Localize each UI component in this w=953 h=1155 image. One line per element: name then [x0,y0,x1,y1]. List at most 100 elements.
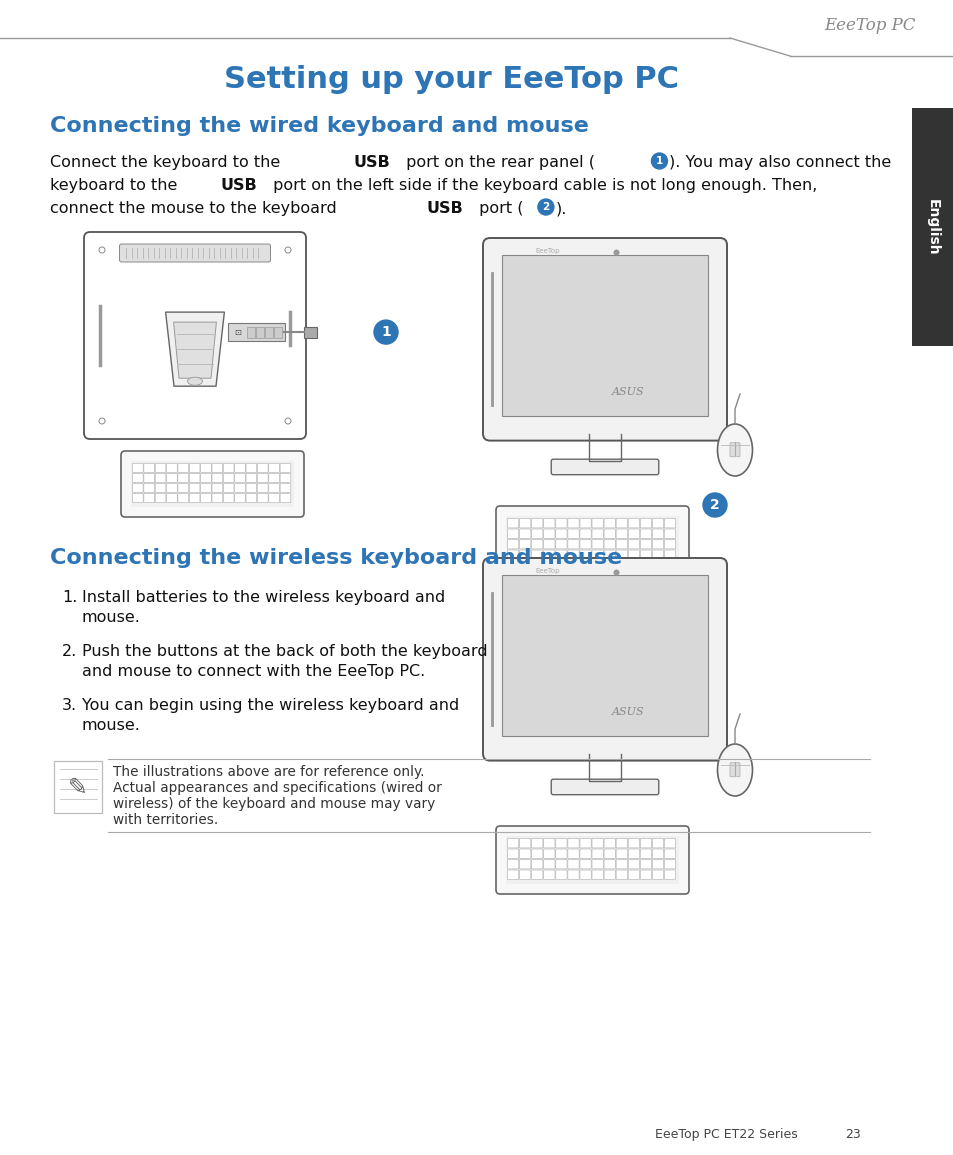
FancyBboxPatch shape [567,539,578,549]
FancyBboxPatch shape [543,859,555,869]
FancyBboxPatch shape [280,493,291,502]
Text: 2: 2 [541,202,549,213]
FancyBboxPatch shape [663,539,675,549]
FancyBboxPatch shape [663,519,675,528]
FancyBboxPatch shape [592,839,602,848]
Circle shape [651,152,667,169]
FancyBboxPatch shape [531,529,542,538]
FancyBboxPatch shape [556,539,566,549]
Text: 2: 2 [709,498,720,512]
Text: Connecting the wireless keyboard and mouse: Connecting the wireless keyboard and mou… [50,547,621,568]
FancyBboxPatch shape [257,474,268,483]
FancyBboxPatch shape [729,762,740,777]
Text: USB: USB [426,201,463,216]
FancyBboxPatch shape [269,463,279,472]
FancyBboxPatch shape [616,870,627,879]
FancyBboxPatch shape [507,859,518,869]
FancyBboxPatch shape [628,870,639,879]
FancyBboxPatch shape [280,484,291,492]
Text: ⊡: ⊡ [234,328,241,336]
Text: EeeTop: EeeTop [535,568,559,574]
FancyBboxPatch shape [639,539,651,549]
FancyBboxPatch shape [616,529,627,538]
FancyBboxPatch shape [269,484,279,492]
FancyBboxPatch shape [543,539,555,549]
FancyBboxPatch shape [628,849,639,858]
FancyBboxPatch shape [543,550,555,559]
FancyBboxPatch shape [567,529,578,538]
FancyBboxPatch shape [729,442,740,456]
Text: 2.: 2. [62,644,77,660]
Text: and mouse to connect with the EeeTop PC.: and mouse to connect with the EeeTop PC. [82,664,425,679]
FancyBboxPatch shape [223,484,233,492]
FancyBboxPatch shape [178,484,189,492]
FancyBboxPatch shape [223,463,233,472]
FancyBboxPatch shape [507,849,518,858]
FancyBboxPatch shape [603,839,615,848]
Text: ✎: ✎ [68,776,88,800]
FancyBboxPatch shape [639,870,651,879]
FancyBboxPatch shape [628,539,639,549]
FancyBboxPatch shape [663,870,675,879]
FancyBboxPatch shape [234,474,245,483]
Text: ASUS: ASUS [611,387,643,397]
FancyBboxPatch shape [155,463,166,472]
FancyBboxPatch shape [507,519,518,528]
FancyBboxPatch shape [592,550,602,559]
FancyBboxPatch shape [579,539,591,549]
Text: The illustrations above are for reference only.: The illustrations above are for referenc… [112,765,424,778]
FancyBboxPatch shape [144,484,154,492]
FancyBboxPatch shape [223,474,233,483]
FancyBboxPatch shape [212,474,222,483]
FancyBboxPatch shape [212,463,222,472]
Text: English: English [925,199,939,255]
FancyBboxPatch shape [652,550,663,559]
Text: connect the mouse to the keyboard: connect the mouse to the keyboard [50,201,341,216]
Text: Setting up your EeeTop PC: Setting up your EeeTop PC [224,66,679,95]
FancyBboxPatch shape [616,539,627,549]
FancyBboxPatch shape [603,539,615,549]
FancyBboxPatch shape [567,870,578,879]
FancyBboxPatch shape [482,238,726,440]
FancyBboxPatch shape [519,529,530,538]
Ellipse shape [188,378,202,386]
FancyBboxPatch shape [280,463,291,472]
FancyBboxPatch shape [119,244,271,262]
FancyBboxPatch shape [519,870,530,879]
FancyBboxPatch shape [652,529,663,538]
Text: Push the buttons at the back of both the keyboard: Push the buttons at the back of both the… [82,644,487,660]
FancyBboxPatch shape [543,849,555,858]
FancyBboxPatch shape [200,493,211,502]
FancyBboxPatch shape [579,550,591,559]
FancyBboxPatch shape [652,839,663,848]
FancyBboxPatch shape [144,474,154,483]
FancyBboxPatch shape [603,859,615,869]
FancyBboxPatch shape [200,474,211,483]
FancyBboxPatch shape [603,519,615,528]
FancyBboxPatch shape [265,327,273,337]
FancyBboxPatch shape [592,870,602,879]
FancyBboxPatch shape [144,493,154,502]
FancyBboxPatch shape [531,870,542,879]
FancyBboxPatch shape [178,474,189,483]
FancyBboxPatch shape [639,550,651,559]
Text: Install batteries to the wireless keyboard and: Install batteries to the wireless keyboa… [82,590,445,605]
FancyBboxPatch shape [132,493,143,502]
FancyBboxPatch shape [592,529,602,538]
FancyBboxPatch shape [592,519,602,528]
FancyBboxPatch shape [567,859,578,869]
FancyBboxPatch shape [556,849,566,858]
FancyBboxPatch shape [507,870,518,879]
FancyBboxPatch shape [663,859,675,869]
FancyBboxPatch shape [556,550,566,559]
Text: ). You may also connect the: ). You may also connect the [669,155,891,170]
FancyBboxPatch shape [54,761,102,813]
FancyBboxPatch shape [616,519,627,528]
FancyBboxPatch shape [155,484,166,492]
FancyBboxPatch shape [543,529,555,538]
FancyBboxPatch shape [501,255,707,416]
FancyBboxPatch shape [132,484,143,492]
Text: EeeTop PC: EeeTop PC [823,17,915,35]
Circle shape [613,249,618,255]
FancyBboxPatch shape [189,484,200,492]
